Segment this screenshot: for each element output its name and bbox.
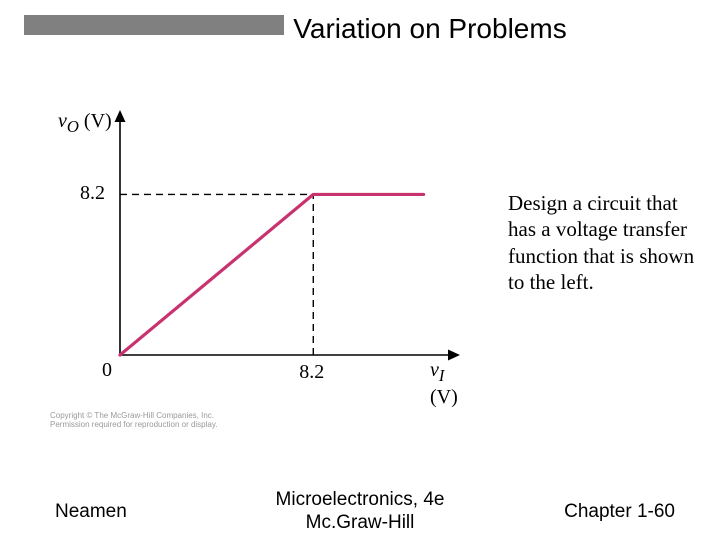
problem-statement: Design a circuit that has a voltage tran… xyxy=(508,190,698,295)
y-axis-label: vO (V) xyxy=(58,110,112,137)
x-axis-label: vI (V) xyxy=(430,359,470,409)
footer-page: Chapter 1-60 xyxy=(564,501,675,523)
copyright-text: Copyright © The McGraw-Hill Companies, I… xyxy=(50,411,217,430)
footer: Neamen Microelectronics, 4e Mc.Graw-Hill… xyxy=(0,495,720,535)
x-tick-label: 8.2 xyxy=(299,361,324,384)
origin-label: 0 xyxy=(102,359,112,382)
accent-bar xyxy=(24,15,284,35)
page-title: Variation on Problems xyxy=(280,12,580,46)
y-tick-label: 8.2 xyxy=(80,182,105,205)
transfer-function-chart xyxy=(50,100,470,430)
chart-container: vO (V) 8.2 0 8.2 vI (V) Copyright © The … xyxy=(50,100,470,430)
